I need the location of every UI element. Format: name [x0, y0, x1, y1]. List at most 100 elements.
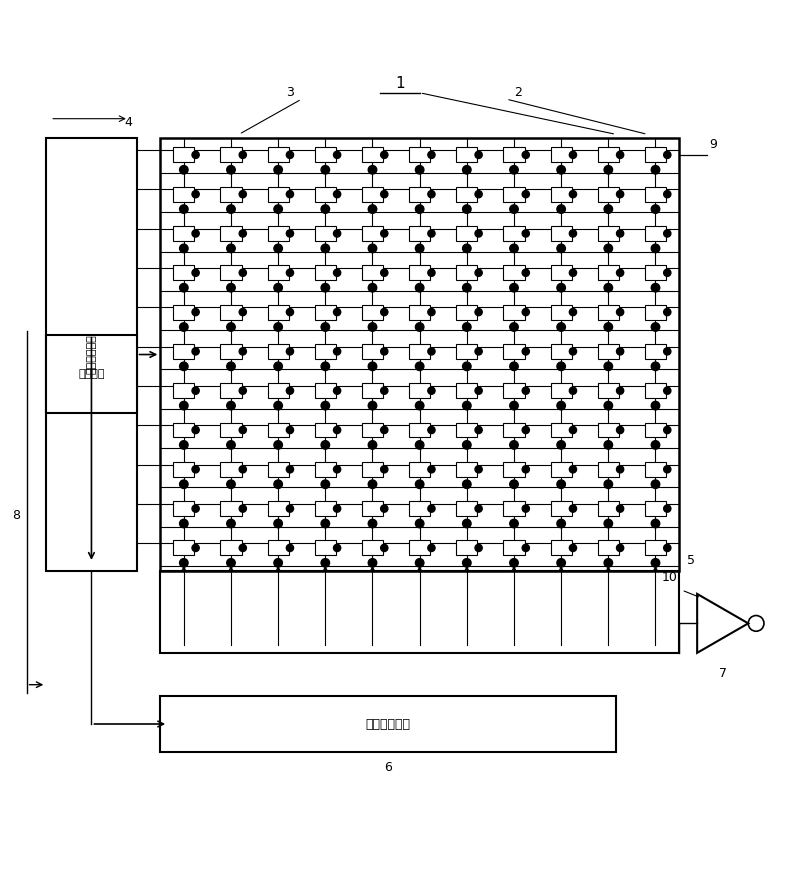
Bar — [645, 501, 666, 516]
Circle shape — [179, 401, 188, 410]
Circle shape — [617, 505, 624, 512]
Circle shape — [664, 230, 671, 237]
Bar — [503, 265, 525, 280]
Text: 8: 8 — [12, 509, 20, 522]
Circle shape — [475, 309, 482, 316]
Bar — [314, 304, 336, 319]
Circle shape — [462, 205, 471, 213]
Bar — [456, 541, 478, 556]
Circle shape — [179, 323, 188, 332]
Circle shape — [334, 151, 341, 159]
Circle shape — [510, 205, 518, 213]
Bar — [314, 226, 336, 241]
Circle shape — [570, 309, 577, 316]
Bar — [456, 344, 478, 359]
Circle shape — [368, 363, 377, 370]
Bar — [267, 344, 289, 359]
Bar — [220, 344, 242, 359]
Circle shape — [179, 441, 188, 449]
Circle shape — [368, 441, 377, 449]
Circle shape — [192, 348, 199, 355]
Circle shape — [651, 441, 660, 449]
Bar — [503, 344, 525, 359]
Circle shape — [617, 230, 624, 237]
Bar — [645, 462, 666, 477]
Bar — [550, 187, 572, 202]
Bar — [314, 501, 336, 516]
Circle shape — [475, 151, 482, 159]
Bar — [409, 422, 430, 437]
Bar — [46, 138, 137, 571]
Bar — [550, 541, 572, 556]
Bar — [267, 383, 289, 398]
Circle shape — [179, 480, 188, 489]
Circle shape — [510, 558, 518, 567]
Circle shape — [570, 387, 577, 394]
Bar — [550, 383, 572, 398]
Bar — [598, 304, 619, 319]
Circle shape — [239, 387, 246, 394]
Bar — [550, 147, 572, 162]
Circle shape — [368, 283, 377, 292]
Circle shape — [475, 387, 482, 394]
Bar — [362, 422, 383, 437]
Circle shape — [462, 401, 471, 410]
Bar — [267, 422, 289, 437]
Circle shape — [428, 466, 435, 473]
Bar — [174, 344, 194, 359]
Circle shape — [651, 283, 660, 292]
Circle shape — [179, 558, 188, 567]
Circle shape — [428, 387, 435, 394]
Circle shape — [239, 269, 246, 276]
Circle shape — [334, 269, 341, 276]
Circle shape — [522, 191, 530, 198]
Bar — [409, 501, 430, 516]
Circle shape — [334, 191, 341, 198]
Bar — [598, 187, 619, 202]
Bar — [267, 304, 289, 319]
Circle shape — [664, 466, 671, 473]
Circle shape — [226, 558, 235, 567]
Circle shape — [570, 466, 577, 473]
Bar — [314, 422, 336, 437]
Circle shape — [557, 441, 566, 449]
Circle shape — [510, 244, 518, 252]
Circle shape — [321, 166, 330, 174]
Circle shape — [274, 244, 282, 252]
Circle shape — [321, 480, 330, 489]
Circle shape — [415, 323, 424, 332]
Bar — [409, 226, 430, 241]
Bar — [645, 265, 666, 280]
Circle shape — [475, 191, 482, 198]
Circle shape — [192, 426, 199, 434]
Bar — [220, 541, 242, 556]
Bar — [267, 226, 289, 241]
Circle shape — [334, 426, 341, 434]
Circle shape — [664, 505, 671, 512]
Bar — [550, 422, 572, 437]
Circle shape — [179, 205, 188, 213]
Circle shape — [617, 426, 624, 434]
Circle shape — [321, 401, 330, 410]
Circle shape — [604, 558, 613, 567]
Circle shape — [192, 230, 199, 237]
Circle shape — [664, 387, 671, 394]
Text: 水平驱动电路: 水平驱动电路 — [366, 717, 410, 730]
Circle shape — [415, 480, 424, 489]
Text: 6: 6 — [384, 761, 392, 774]
Circle shape — [239, 309, 246, 316]
Circle shape — [415, 558, 424, 567]
Bar — [550, 265, 572, 280]
Circle shape — [651, 166, 660, 174]
Text: 9: 9 — [709, 138, 717, 151]
Circle shape — [617, 544, 624, 551]
Circle shape — [462, 283, 471, 292]
Bar — [220, 265, 242, 280]
Bar — [220, 501, 242, 516]
Circle shape — [192, 544, 199, 551]
Bar — [409, 462, 430, 477]
Circle shape — [274, 401, 282, 410]
Circle shape — [274, 166, 282, 174]
Circle shape — [428, 269, 435, 276]
Circle shape — [239, 505, 246, 512]
